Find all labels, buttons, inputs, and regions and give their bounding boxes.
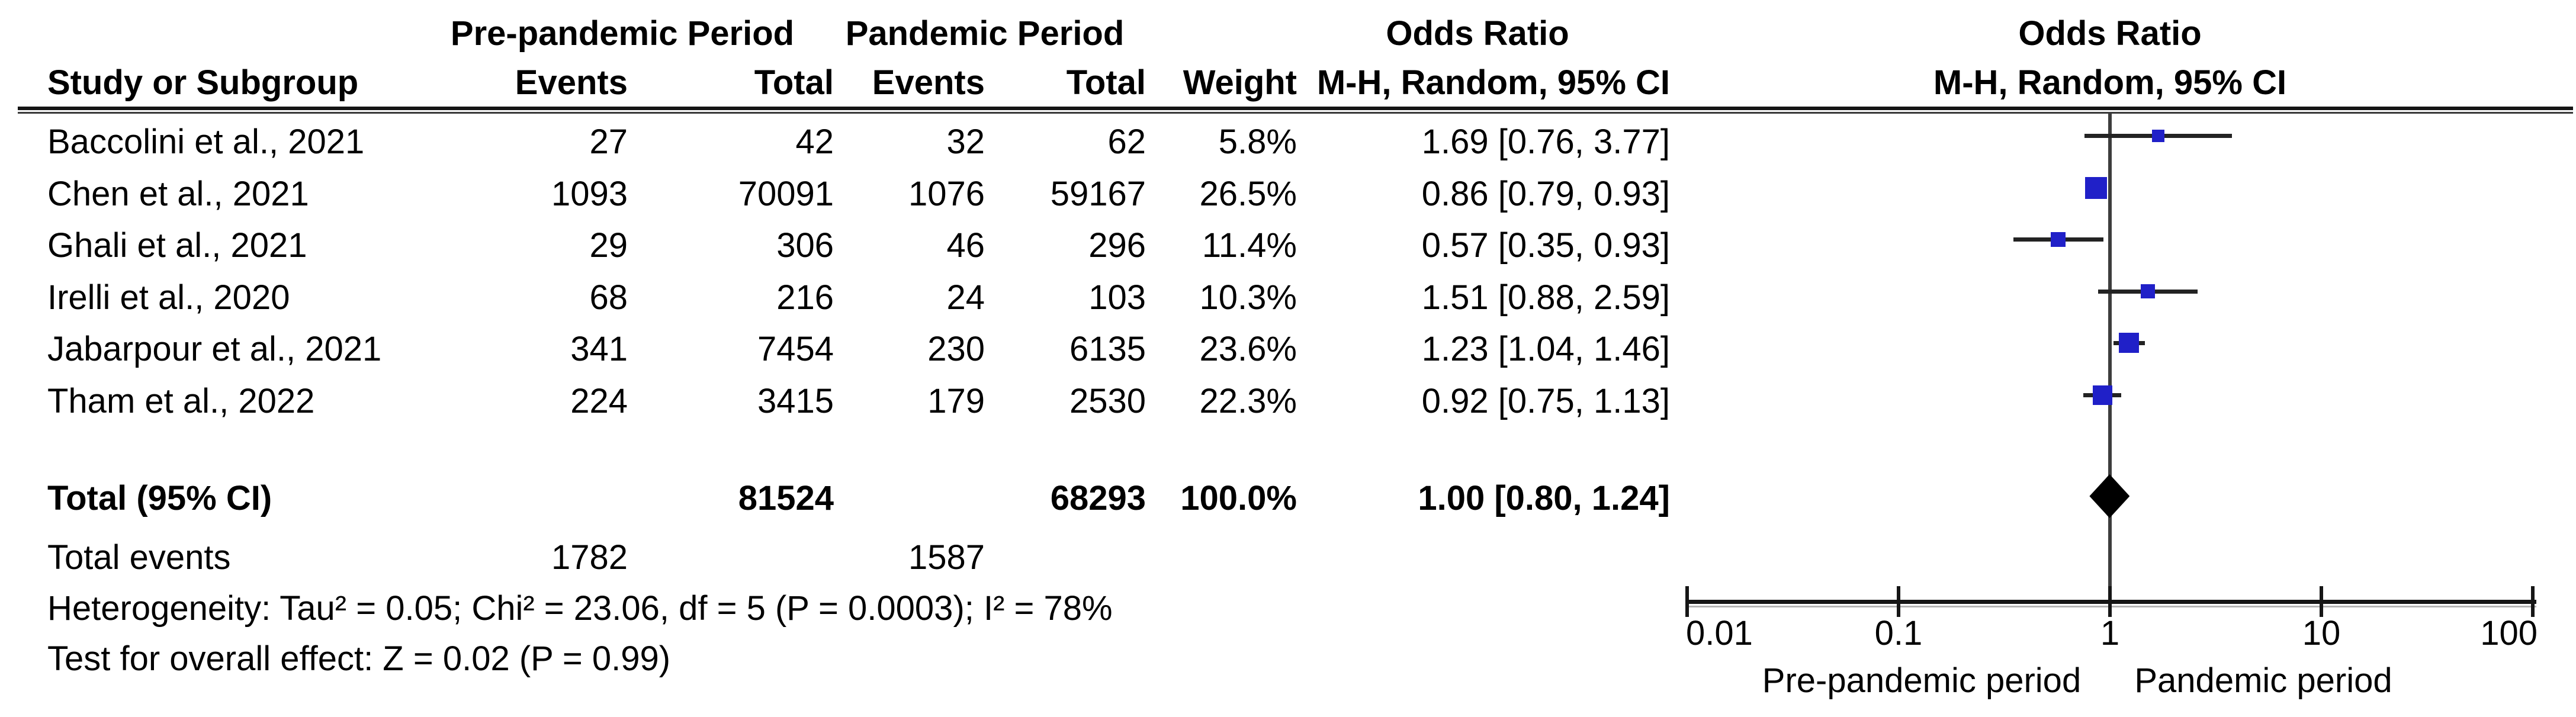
events-pre-header: Events [515, 63, 628, 102]
x-axis-tick-label: 0.1 [1874, 614, 1923, 652]
odds-ratio-column-title: Odds Ratio [1386, 14, 1569, 53]
header-rule-top [18, 107, 2573, 110]
row-weight: 11.4% [1202, 226, 1297, 265]
row-events_pan: 1076 [908, 175, 985, 213]
row-events_pan: 179 [927, 382, 985, 420]
x-axis-tick [1685, 586, 1689, 617]
row-weight: 23.6% [1199, 330, 1297, 368]
row-study: Ghali et al., 2021 [47, 226, 307, 265]
row-or_text: 0.86 [0.79, 0.93] [1421, 175, 1670, 213]
x-axis-tick [2320, 586, 2323, 617]
row-total_pre: 306 [776, 226, 834, 265]
total-pan-header: Total [1066, 63, 1146, 102]
row-events_pre: 27 [589, 123, 628, 161]
row-events_pre: 224 [570, 382, 628, 420]
row-events_pan: 32 [946, 123, 985, 161]
row-total_pan: 62 [1107, 123, 1146, 161]
x-axis-tick-label: 10 [2302, 614, 2341, 652]
column-group-pre-pandemic: Pre-pandemic Period [450, 14, 795, 53]
row-or_text: 0.92 [0.75, 1.13] [1421, 382, 1670, 420]
row-events_pan: 230 [927, 330, 985, 368]
study-column-header: Study or Subgroup [47, 63, 359, 102]
row-total_pre: 70091 [738, 175, 834, 213]
total-pre-header: Total [754, 63, 834, 102]
total-events-pre: 1782 [551, 538, 628, 577]
x-axis-tick-label: 100 [2480, 614, 2538, 652]
effect-square [2140, 284, 2155, 298]
row-total_pre: 42 [795, 123, 834, 161]
x-axis-tick [2531, 586, 2535, 617]
effect-square [2085, 176, 2108, 199]
row-study: Baccolini et al., 2021 [47, 123, 365, 161]
column-group-pandemic: Pandemic Period [845, 14, 1125, 53]
row-weight: 10.3% [1199, 278, 1297, 317]
row-events_pre: 1093 [551, 175, 628, 213]
row-total_pan: 6135 [1069, 330, 1146, 368]
row-total_pan: 103 [1088, 278, 1146, 317]
row-weight: 5.8% [1218, 123, 1297, 161]
legend-left-label: Pre-pandemic period [1762, 661, 2082, 700]
row-study: Jabarpour et al., 2021 [47, 330, 382, 368]
row-or_text: 1.23 [1.04, 1.46] [1421, 330, 1670, 368]
row-total_pan: 296 [1088, 226, 1146, 265]
events-pan-header: Events [872, 63, 985, 102]
row-total_pan: 2530 [1069, 382, 1146, 420]
row-or_text: 1.69 [0.76, 3.77] [1421, 123, 1670, 161]
row-weight: 26.5% [1199, 175, 1297, 213]
row-or_text: 0.57 [0.35, 0.93] [1421, 226, 1670, 265]
effect-square [2092, 385, 2112, 405]
total-pan-value: 68293 [1050, 479, 1146, 517]
row-total_pre: 7454 [757, 330, 834, 368]
header-rule-bottom [18, 112, 2573, 114]
x-axis-tick [1897, 586, 1900, 617]
row-events_pre: 29 [589, 226, 628, 265]
x-axis-tick-label: 0.01 [1686, 614, 1753, 652]
row-weight: 22.3% [1199, 382, 1297, 420]
row-total_pre: 216 [776, 278, 834, 317]
total-row-label: Total (95% CI) [47, 479, 272, 517]
total-events-pan: 1587 [908, 538, 985, 577]
row-events_pre: 341 [570, 330, 628, 368]
heterogeneity-note: Heterogeneity: Tau² = 0.05; Chi² = 23.06… [47, 589, 1113, 628]
row-study: Chen et al., 2021 [47, 175, 309, 213]
overall-effect-note: Test for overall effect: Z = 0.02 (P = 0… [47, 639, 671, 678]
total-or-value: 1.00 [0.80, 1.24] [1418, 479, 1670, 517]
row-events_pan: 24 [946, 278, 985, 317]
total-weight-value: 100.0% [1180, 479, 1297, 517]
effect-square [2151, 129, 2164, 142]
row-study: Irelli et al., 2020 [47, 278, 290, 317]
row-total_pre: 3415 [757, 382, 834, 420]
total-events-label: Total events [47, 538, 231, 577]
row-total_pan: 59167 [1050, 175, 1146, 213]
row-events_pre: 68 [589, 278, 628, 317]
row-events_pan: 46 [946, 226, 985, 265]
legend-right-label: Pandemic period [2134, 661, 2392, 700]
reference-line [2108, 114, 2112, 600]
effect-square [2119, 333, 2140, 353]
weight-header: Weight [1183, 63, 1297, 102]
x-axis-tick [2108, 586, 2112, 617]
method-plot-header: M-H, Random, 95% CI [1933, 63, 2287, 102]
x-axis-tick-label: 1 [2100, 614, 2120, 652]
method-column-header: M-H, Random, 95% CI [1316, 63, 1670, 102]
summary-diamond [2089, 474, 2130, 518]
row-study: Tham et al., 2022 [47, 382, 315, 420]
odds-ratio-plot-title: Odds Ratio [2018, 14, 2202, 53]
row-or_text: 1.51 [0.88, 2.59] [1421, 278, 1670, 317]
total-pre-value: 81524 [738, 479, 834, 517]
effect-square [2051, 232, 2066, 247]
